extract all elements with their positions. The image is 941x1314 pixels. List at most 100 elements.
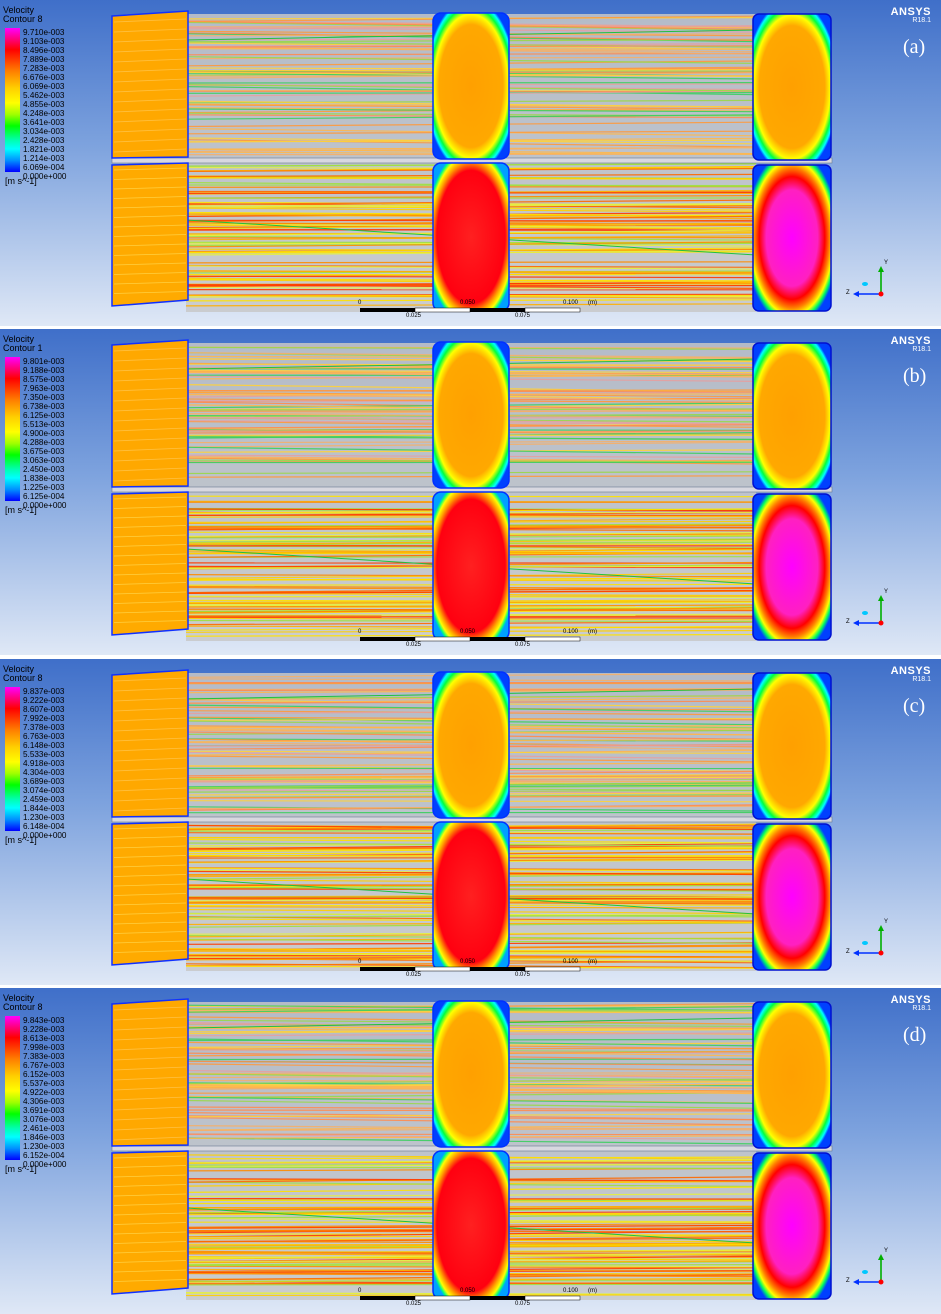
legend-tick-label: 9.837e-003 [23, 687, 65, 696]
scale-label: (m) [588, 1288, 597, 1294]
legend-tick-label: 1.230e-003 [23, 813, 65, 822]
legend-tick-label: 4.900e-003 [23, 429, 65, 438]
contour-panel: Velocity Contour 8 9.837e-003 9.222e-003 8.6… [0, 659, 941, 985]
legend-title: Velocity [3, 993, 35, 1003]
legend-tick-label: 7.378e-003 [23, 723, 65, 732]
legend-ticks: 9.710e-003 9.103e-003 8.496e-003 7.889e-003… [23, 28, 66, 181]
legend-unit: [m s^-1] [5, 1164, 37, 1174]
scale-label: 0.050 [460, 959, 476, 965]
axis-label-y: Y [884, 919, 889, 925]
legend-tick-label: 8.613e-003 [23, 1034, 65, 1043]
legend-tick-label: 3.691e-003 [23, 1106, 65, 1115]
legend-tick-label: 9.710e-003 [23, 28, 65, 37]
legend-title: Velocity [3, 664, 35, 674]
legend-ticks: 9.843e-003 9.228e-003 8.613e-003 7.998e-003… [23, 1016, 66, 1169]
legend-tick-label: 2.428e-003 [23, 136, 65, 145]
scale-label: 0 [358, 300, 362, 306]
legend-tick-label: 4.922e-003 [23, 1088, 65, 1097]
streamline-plot [111, 998, 833, 1301]
scale-label: 0.025 [406, 972, 422, 978]
color-bar [5, 687, 20, 831]
legend-tick-label: 4.288e-003 [23, 438, 65, 447]
scale-label: (m) [588, 629, 597, 635]
legend-tick-label: 9.222e-003 [23, 696, 65, 705]
scale-label: 0 [358, 1288, 362, 1294]
color-legend: Velocity Contour 8 9.710e-003 9.103e-003 8.4… [3, 6, 113, 187]
brand-name: ANSYS [890, 335, 931, 347]
scale-label: 0.100 [563, 1288, 579, 1294]
panel-label: (a) [903, 36, 926, 58]
panel-label: (c) [903, 695, 926, 717]
legend-subtitle: Contour 8 [3, 14, 43, 24]
streamline-plot [111, 339, 833, 642]
ansys-logo: ANSYS R18.1 [891, 665, 931, 683]
ansys-logo: ANSYS R18.1 [891, 994, 931, 1012]
legend-tick-label: 8.496e-003 [23, 46, 65, 55]
color-bar [5, 1016, 20, 1160]
legend-tick-label: 3.034e-003 [23, 127, 65, 136]
legend-tick-label: 4.248e-003 [23, 109, 65, 118]
contour-panel: Velocity Contour 8 9.710e-003 9.103e-003 8.4… [0, 0, 941, 326]
streamline-plot [111, 669, 833, 972]
scale-label: 0.050 [460, 300, 476, 306]
legend-title: Velocity [3, 334, 35, 344]
scale-label: 0.025 [406, 642, 422, 648]
legend-tick-label: 2.450e-003 [23, 465, 65, 474]
color-legend: Velocity Contour 8 9.837e-003 9.222e-003 8.6… [3, 664, 113, 846]
scale-label: 0.050 [460, 1288, 476, 1294]
legend-tick-label: 8.607e-003 [23, 705, 65, 714]
legend-tick-label: 9.228e-003 [23, 1025, 65, 1034]
legend-unit: [m s^-1] [5, 835, 37, 845]
brand-name: ANSYS [890, 994, 931, 1006]
legend-tick-label: 3.675e-003 [23, 447, 65, 456]
legend-unit: [m s^-1] [5, 176, 37, 186]
scale-label: 0.075 [515, 972, 531, 978]
panel-label: (b) [903, 365, 927, 387]
scale-label: 0.075 [515, 313, 531, 319]
scale-label: 0.050 [460, 629, 476, 635]
axis-label-y: Y [884, 1248, 889, 1254]
legend-tick-label: 9.843e-003 [23, 1016, 65, 1025]
legend-tick-label: 5.513e-003 [23, 420, 65, 429]
legend-tick-label: 1.821e-003 [23, 145, 65, 154]
contour-panel: Velocity Contour 8 9.843e-003 9.228e-003 8.6… [0, 988, 941, 1314]
legend-tick-label: 3.074e-003 [23, 786, 65, 795]
axis-label-y: Y [884, 260, 889, 266]
legend-tick-label: 1.230e-003 [23, 1142, 65, 1151]
legend-subtitle: Contour 8 [3, 1002, 43, 1012]
legend-tick-label: 6.148e-003 [23, 741, 65, 750]
legend-tick-label: 5.533e-003 [23, 750, 65, 759]
brand-name: ANSYS [890, 665, 931, 677]
color-legend: Velocity Contour 8 9.843e-003 9.228e-003 8.6… [3, 993, 113, 1175]
axis-label-z: Z [846, 290, 850, 296]
legend-tick-label: 4.855e-003 [23, 100, 65, 109]
color-bar [5, 357, 20, 501]
axis-label-z: Z [846, 1278, 850, 1284]
scale-label: 0 [358, 959, 362, 965]
legend-tick-label: 6.125e-003 [23, 411, 65, 420]
legend-unit: [m s^-1] [5, 505, 37, 515]
legend-tick-label: 9.103e-003 [23, 37, 65, 46]
legend-tick-label: 6.763e-003 [23, 732, 65, 741]
legend-tick-label: 1.225e-003 [23, 483, 65, 492]
axis-label-z: Z [846, 619, 850, 625]
legend-tick-label: 3.063e-003 [23, 456, 65, 465]
legend-tick-label: 6.767e-003 [23, 1061, 65, 1070]
legend-tick-label: 3.641e-003 [23, 118, 65, 127]
legend-tick-label: 3.689e-003 [23, 777, 65, 786]
legend-tick-label: 9.801e-003 [23, 357, 65, 366]
brand-version: R18.1 [912, 346, 931, 353]
legend-tick-label: 6.148e-004 [23, 822, 65, 831]
legend-tick-label: 8.575e-003 [23, 375, 65, 384]
legend-tick-label: 6.738e-003 [23, 402, 65, 411]
ansys-logo: ANSYS R18.1 [891, 6, 931, 24]
brand-version: R18.1 [912, 17, 931, 24]
legend-tick-label: 7.283e-003 [23, 64, 65, 73]
legend-tick-label: 9.188e-003 [23, 366, 65, 375]
legend-tick-label: 6.069e-003 [23, 82, 65, 91]
legend-tick-label: 2.459e-003 [23, 795, 65, 804]
legend-tick-label: 0.000e+000 [23, 831, 67, 840]
legend-tick-label: 1.838e-003 [23, 474, 65, 483]
